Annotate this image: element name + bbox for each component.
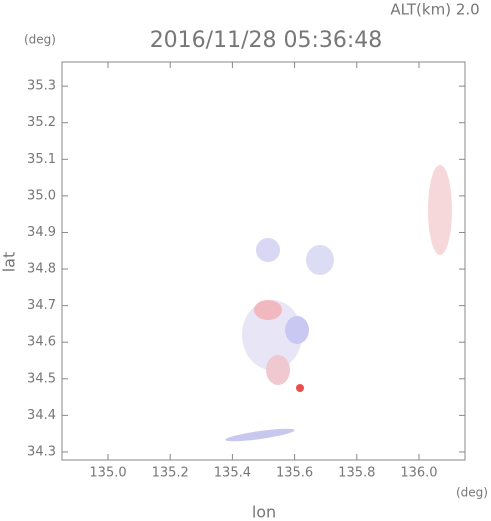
x-unit: (deg) [456, 486, 488, 500]
x-tick-label: 135.2 [152, 466, 189, 481]
x-tick-label: 135.4 [214, 466, 251, 481]
altitude-label: ALT(km) 2.0 [390, 1, 479, 19]
echo [225, 428, 295, 442]
y-tick-label: 35.2 [27, 115, 56, 130]
x-tick-label: 135.0 [89, 466, 126, 481]
y-tick-label: 34.3 [27, 444, 56, 459]
y-unit: (deg) [24, 33, 56, 47]
echo [242, 300, 302, 370]
chart-title: 2016/11/28 05:36:48 [150, 28, 383, 53]
y-tick-label: 34.7 [27, 298, 56, 313]
x-tick-label: 135.8 [338, 466, 375, 481]
y-tick-label: 34.8 [27, 262, 56, 277]
y-tick-label: 35.1 [27, 152, 56, 167]
y-tick-label: 34.6 [27, 335, 56, 350]
y-tick-label: 34.5 [27, 371, 56, 386]
radar-echoes [225, 165, 452, 442]
x-tick-label: 136.0 [400, 466, 437, 481]
y-tick-label: 34.4 [27, 408, 56, 423]
y-tick-label: 34.9 [27, 225, 56, 240]
echo [306, 245, 334, 275]
y-axis-label: lat [0, 252, 19, 273]
echo [266, 355, 290, 385]
echo [428, 165, 452, 255]
x-tick-label: 135.6 [276, 466, 313, 481]
x-axis-label: lon [252, 503, 276, 521]
y-tick-label: 35.0 [27, 188, 56, 203]
echo [296, 384, 304, 392]
plot-frame [61, 61, 466, 461]
y-tick-label: 35.3 [27, 79, 56, 94]
echo [254, 300, 282, 320]
echo [285, 316, 309, 344]
echo [256, 238, 280, 262]
